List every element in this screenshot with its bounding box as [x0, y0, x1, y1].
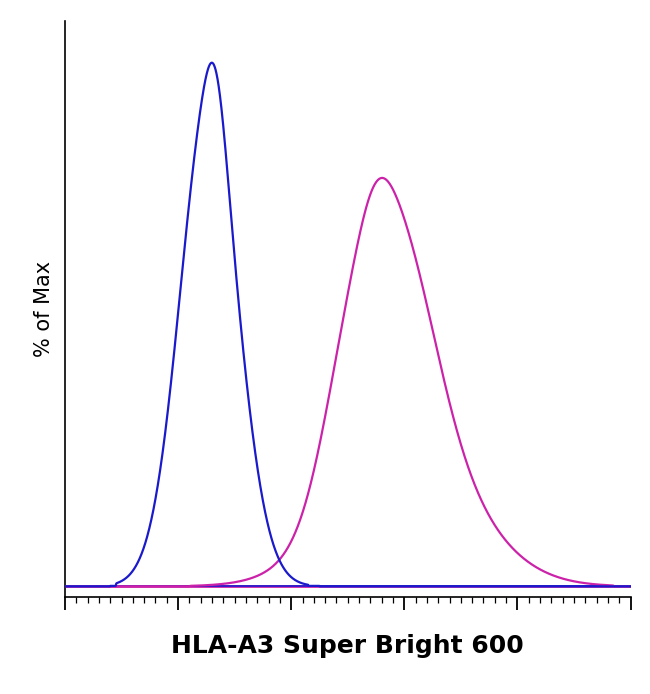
- X-axis label: HLA-A3 Super Bright 600: HLA-A3 Super Bright 600: [172, 634, 524, 658]
- Y-axis label: % of Max: % of Max: [34, 261, 54, 357]
